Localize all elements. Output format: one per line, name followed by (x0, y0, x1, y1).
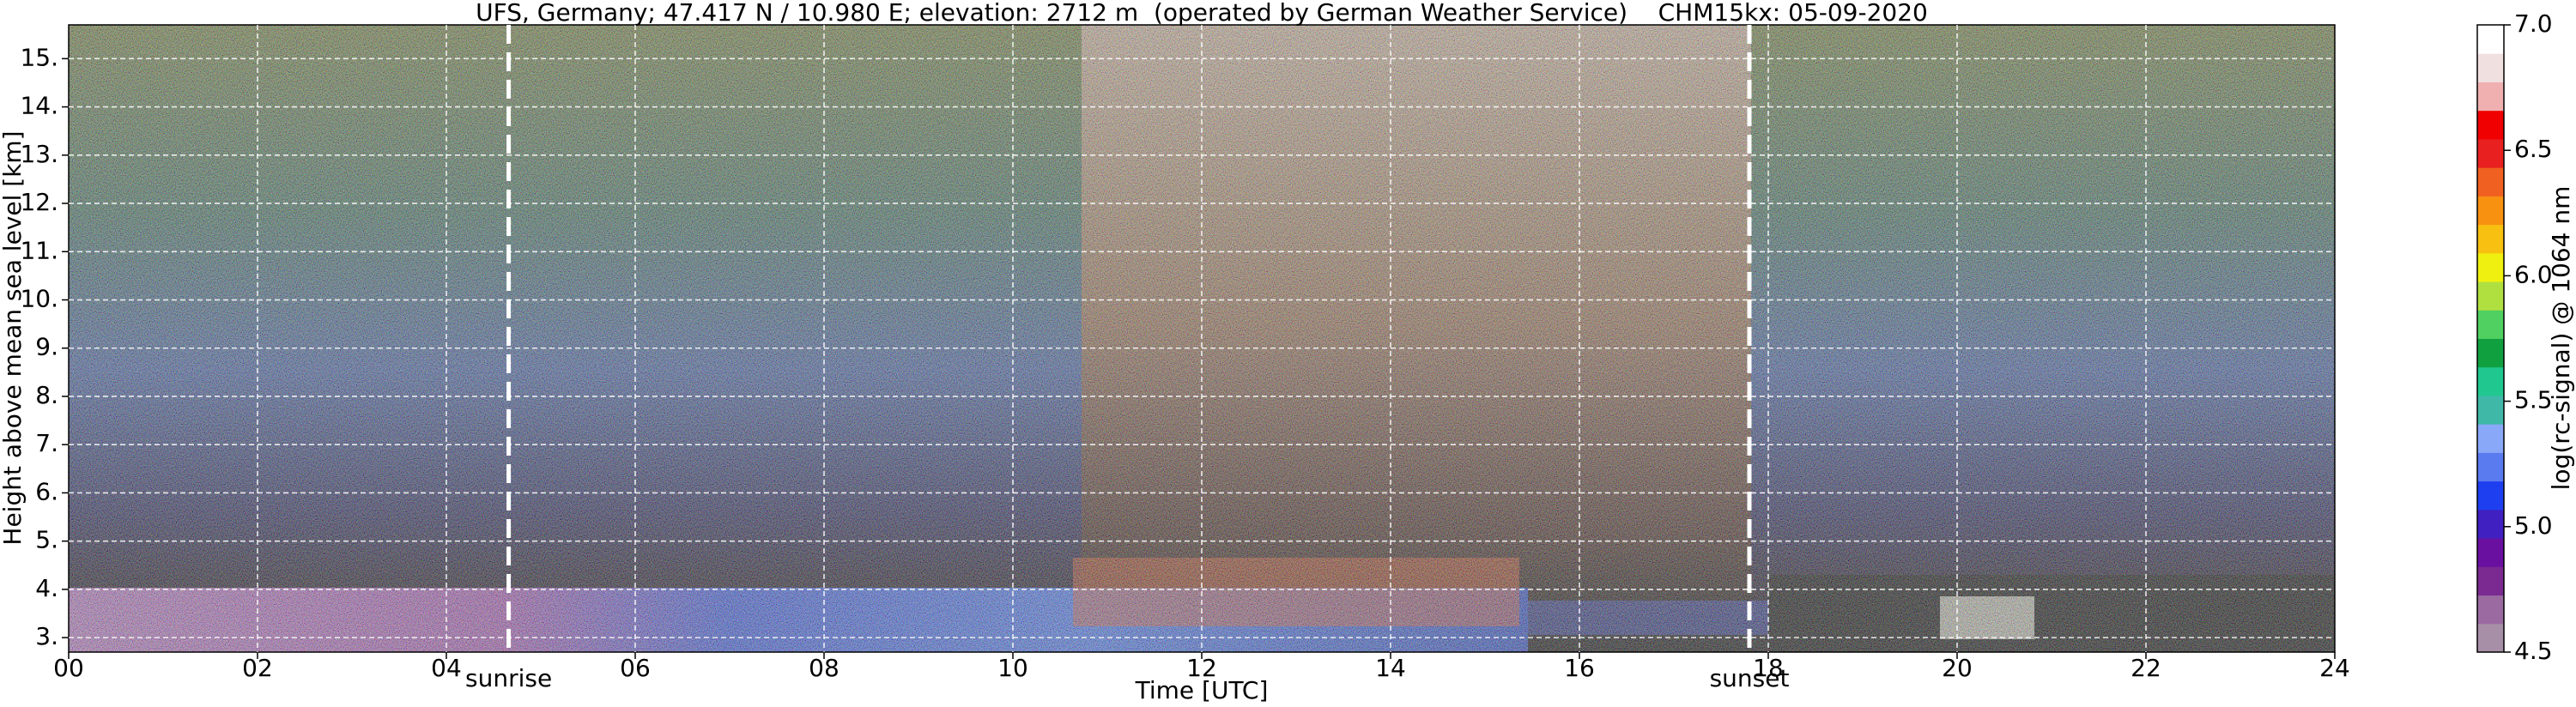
y-tick-label: 4. (35, 574, 58, 602)
x-tick-label: 20 (1942, 654, 1973, 682)
y-tick-label: 12. (20, 188, 58, 216)
y-tick-label: 3. (35, 622, 58, 650)
colorbar-segment (2477, 338, 2504, 368)
x-tick-label: 06 (620, 654, 651, 682)
annotation-label: sunrise (465, 664, 552, 692)
y-tick-label: 15. (20, 43, 58, 71)
colorbar-segment (2477, 224, 2504, 254)
colorbar-segment (2477, 167, 2504, 196)
colorbar-tick-label: 5.5 (2514, 386, 2553, 414)
x-axis-label: Time [UTC] (1135, 676, 1269, 704)
colorbar-segment (2477, 366, 2504, 396)
x-tick-label: 14 (1375, 654, 1406, 682)
colorbar-tick-label: 5.0 (2514, 511, 2553, 540)
colorbar-segment (2477, 509, 2504, 539)
x-tick-label: 10 (997, 654, 1028, 682)
x-tick-label: 24 (2319, 654, 2350, 682)
colorbar-segment (2477, 281, 2504, 311)
colorbar-segment (2477, 196, 2504, 226)
annotation-label: sunset (1710, 664, 1790, 692)
chart-title: UFS, Germany; 47.417 N / 10.980 E; eleva… (476, 0, 1928, 27)
colorbar-label: log(rc-signal) @ 1064 nm (2547, 186, 2575, 491)
y-tick-label: 5. (35, 526, 58, 554)
y-tick-label: 10. (20, 285, 58, 313)
colorbar-tick-label: 4.5 (2514, 637, 2553, 665)
colorbar-segment (2477, 595, 2504, 625)
x-tick-label: 02 (242, 654, 273, 682)
colorbar-segment (2477, 424, 2504, 453)
colorbar-segment (2477, 538, 2504, 567)
x-tick-label: 12 (1186, 654, 1217, 682)
colorbar-segment (2477, 623, 2504, 653)
colorbar-frame (2476, 24, 2505, 653)
y-tick-label: 13. (20, 140, 58, 168)
y-tick-label: 8. (35, 381, 58, 409)
y-tick-label: 11. (20, 236, 58, 264)
colorbar-tick-label: 6.5 (2514, 135, 2553, 163)
colorbar-segment (2477, 25, 2504, 54)
y-axis-label: Height above mean sea level [km] (0, 130, 27, 545)
colorbar-tick-label: 7.0 (2514, 9, 2553, 38)
x-tick-label: 04 (431, 654, 462, 682)
colorbar-segment (2477, 53, 2504, 82)
x-tick-label: 08 (809, 654, 839, 682)
y-tick-label: 6. (35, 477, 58, 505)
colorbar-segment (2477, 452, 2504, 482)
x-tick-label: 00 (53, 654, 84, 682)
y-tick-label: 9. (35, 333, 58, 361)
colorbar-segment (2477, 480, 2504, 511)
x-tick-label: 18 (1753, 654, 1784, 682)
y-tick-label: 14. (20, 92, 58, 120)
colorbar-tick-label: 6.0 (2514, 260, 2553, 288)
colorbar-segment (2477, 395, 2504, 425)
colorbar-segment (2477, 252, 2504, 282)
colorbar-segment (2477, 110, 2504, 140)
x-tick-label: 16 (1564, 654, 1595, 682)
colorbar-segment (2477, 82, 2504, 112)
colorbar-segment (2477, 566, 2504, 596)
colorbar-segment (2477, 138, 2504, 168)
y-tick-label: 7. (35, 429, 58, 457)
colorbar-segment (2477, 310, 2504, 339)
x-tick-label: 22 (2131, 654, 2161, 682)
